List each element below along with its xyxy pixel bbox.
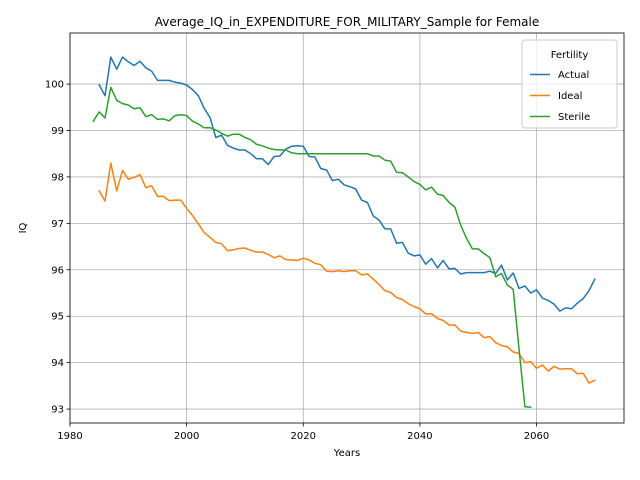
- series-line-actual: [98, 56, 596, 312]
- series-lines: [92, 56, 596, 408]
- y-axis-title: IQ: [18, 222, 29, 233]
- y-tick-label: 99: [51, 126, 64, 137]
- x-tick-label: 2020: [291, 431, 316, 442]
- y-tick-label: 93: [51, 405, 64, 416]
- plot-frame: [69, 32, 625, 424]
- legend-label-ideal: Ideal: [558, 91, 582, 102]
- y-tick-label: 94: [51, 358, 64, 369]
- legend-label-actual: Actual: [558, 70, 589, 81]
- y-tick-label: 95: [51, 312, 64, 323]
- series-line-ideal: [98, 162, 596, 384]
- y-tick-label: 97: [51, 219, 64, 230]
- legend-items: Actual Ideal Sterile: [530, 70, 590, 123]
- x-axis-title: Years: [333, 448, 360, 459]
- chart-title: Average_IQ_in_EXPENDITURE_FOR_MILITARY_S…: [155, 15, 539, 29]
- axis-ticks: 1980 2000 2020 2040 2060 93 94 95 96 97 98 99 100: [45, 80, 549, 442]
- y-tick-label: 98: [51, 172, 64, 183]
- x-tick-label: 1980: [57, 431, 82, 442]
- legend-label-sterile: Sterile: [558, 112, 590, 123]
- x-tick-label: 2060: [524, 431, 549, 442]
- y-tick-label: 100: [45, 80, 64, 91]
- x-tick-label: 2040: [407, 431, 432, 442]
- x-tick-label: 2000: [174, 431, 199, 442]
- legend-box: [521, 39, 618, 129]
- y-tick-label: 96: [51, 265, 64, 276]
- legend-title: Fertility: [551, 50, 589, 61]
- series-line-sterile: [92, 86, 532, 408]
- legend: Fertility Actual Ideal Sterile: [521, 39, 618, 129]
- grid: [69, 33, 624, 423]
